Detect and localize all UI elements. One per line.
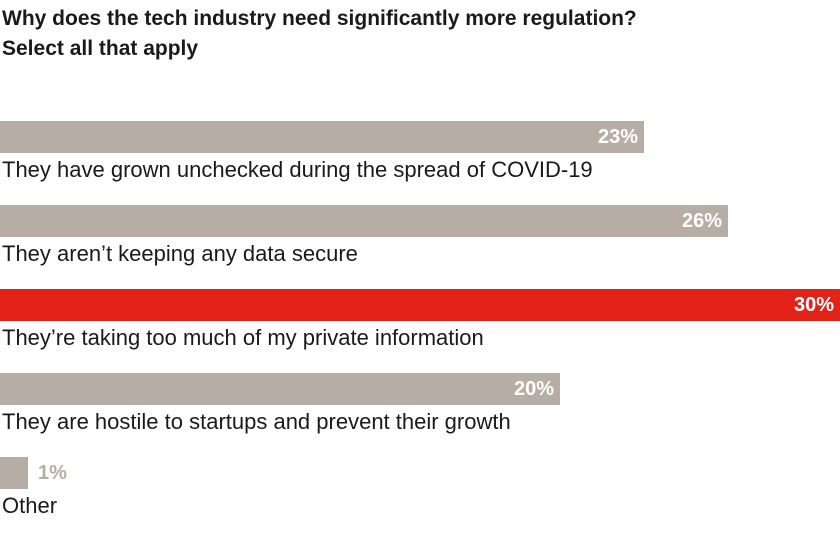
category-label: They aren’t keeping any data secure	[2, 241, 358, 266]
chart-instruction: Select all that apply	[2, 37, 199, 60]
bar-value-label: 20%	[513, 378, 554, 400]
bar	[0, 457, 28, 489]
bar-row: 20% They are hostile to startups and prev…	[0, 373, 840, 457]
bar-value-label: 30%	[793, 294, 834, 316]
bar-row: 1% Other	[0, 457, 840, 541]
bar	[0, 205, 728, 237]
bar	[0, 373, 560, 405]
bar-row: 30% They’re taking too much of my private…	[0, 289, 840, 373]
category-label: Other	[2, 493, 58, 518]
chart-title: Why does the tech industry need signific…	[2, 4, 832, 64]
category-label: They are hostile to startups and prevent…	[2, 409, 511, 434]
category-label: They’re taking too much of my private in…	[2, 325, 484, 350]
bar-value-label: 26%	[681, 210, 722, 232]
bar	[0, 121, 644, 153]
bar-value-label: 1%	[38, 462, 67, 484]
bar	[0, 289, 840, 321]
bar-value-label: 23%	[597, 126, 638, 148]
bar-row: 23% They have grown unchecked during the …	[0, 121, 840, 205]
chart-question: Why does the tech industry need signific…	[2, 7, 637, 30]
bar-row: 26% They aren’t keeping any data secure	[0, 205, 840, 289]
category-label: They have grown unchecked during the spr…	[2, 157, 593, 182]
bar-chart: 23% They have grown unchecked during the …	[0, 121, 840, 521]
